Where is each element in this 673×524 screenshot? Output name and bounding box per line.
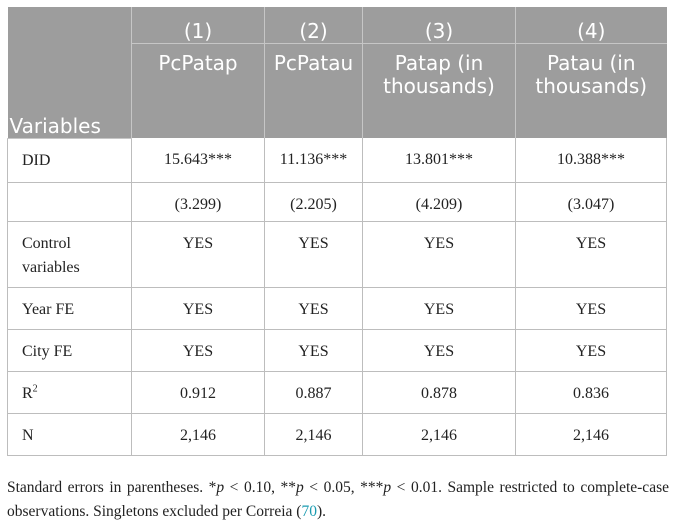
table-cell: 0.836 <box>515 371 667 414</box>
table-cell: 11.136*** <box>264 138 363 183</box>
r-squared-base: R <box>22 384 33 402</box>
table-cell: 0.912 <box>131 371 265 414</box>
table-cell: YES <box>515 329 667 372</box>
table-cell: YES <box>264 287 363 330</box>
table-cell: YES <box>362 329 516 372</box>
table-row: N 2,146 2,146 2,146 2,146 <box>7 413 667 456</box>
row-label <box>7 182 132 222</box>
table-cell: YES <box>515 287 667 330</box>
row-label: Year FE <box>7 287 132 330</box>
footnote-text: < 0.05, *** <box>303 479 384 496</box>
table-cell: YES <box>131 329 265 372</box>
col-name-2: PcPatau <box>264 43 363 138</box>
table-cell: 15.643*** <box>131 138 265 183</box>
regression-table: Variables (1) (2) (3) (4) PcPatap PcPata… <box>7 7 667 456</box>
row-label: DID <box>7 138 132 183</box>
footnote-text: Standard errors in parentheses. * <box>7 479 217 496</box>
table-cell: YES <box>264 329 363 372</box>
r-squared-exponent: 2 <box>32 383 38 395</box>
row-label: City FE <box>7 329 132 372</box>
footnote-p-symbol: p <box>383 479 392 496</box>
footnote-p-symbol: p <box>216 479 225 496</box>
table-row: (3.299) (2.205) (4.209) (3.047) <box>7 182 667 222</box>
footnote-text: < 0.10, ** <box>224 479 297 496</box>
table-cell: YES <box>362 221 516 288</box>
table-cell: 10.388*** <box>515 138 667 183</box>
table-cell: YES <box>131 287 265 330</box>
table-cell: 2,146 <box>515 413 667 456</box>
col-name-3: Patap (in thousands) <box>362 43 516 138</box>
table-row: R2 0.912 0.887 0.878 0.836 <box>7 371 667 414</box>
row-label: N <box>7 413 132 456</box>
col-number-1: (1) <box>131 7 265 44</box>
table-cell: YES <box>515 221 667 288</box>
table-row: DID 15.643*** 11.136*** 13.801*** 10.388… <box>7 138 667 183</box>
table-cell: 0.887 <box>264 371 363 414</box>
table-row: Control variables YES YES YES YES <box>7 221 667 288</box>
table-cell: YES <box>264 221 363 288</box>
table-row: Year FE YES YES YES YES <box>7 287 667 330</box>
citation-link[interactable]: 70 <box>301 503 317 520</box>
row-label: Control variables <box>7 221 132 288</box>
table-cell: (3.047) <box>515 182 667 222</box>
footnote-text: < 0.01. Sample restricted to complete-ca… <box>7 479 669 520</box>
table-cell: 2,146 <box>362 413 516 456</box>
row-label-r-squared: R2 <box>7 371 132 414</box>
table-cell: (4.209) <box>362 182 516 222</box>
table-cell: 13.801*** <box>362 138 516 183</box>
table-cell: 0.878 <box>362 371 516 414</box>
table-cell: YES <box>131 221 265 288</box>
footnote-text: ). <box>316 503 326 520</box>
col-name-1: PcPatap <box>131 43 265 138</box>
table-cell: 2,146 <box>264 413 363 456</box>
col-number-4: (4) <box>515 7 667 44</box>
col-number-2: (2) <box>264 7 363 44</box>
col-name-4: Patau (in thousands) <box>515 43 667 138</box>
table-footnote: Standard errors in parentheses. *p < 0.1… <box>7 476 669 524</box>
table-cell: 2,146 <box>131 413 265 456</box>
table-cell: (2.205) <box>264 182 363 222</box>
variables-header: Variables <box>7 7 132 139</box>
table-cell: (3.299) <box>131 182 265 222</box>
table-row: City FE YES YES YES YES <box>7 329 667 372</box>
col-number-3: (3) <box>362 7 516 44</box>
table-cell: YES <box>362 287 516 330</box>
footnote-p-symbol: p <box>296 479 304 496</box>
